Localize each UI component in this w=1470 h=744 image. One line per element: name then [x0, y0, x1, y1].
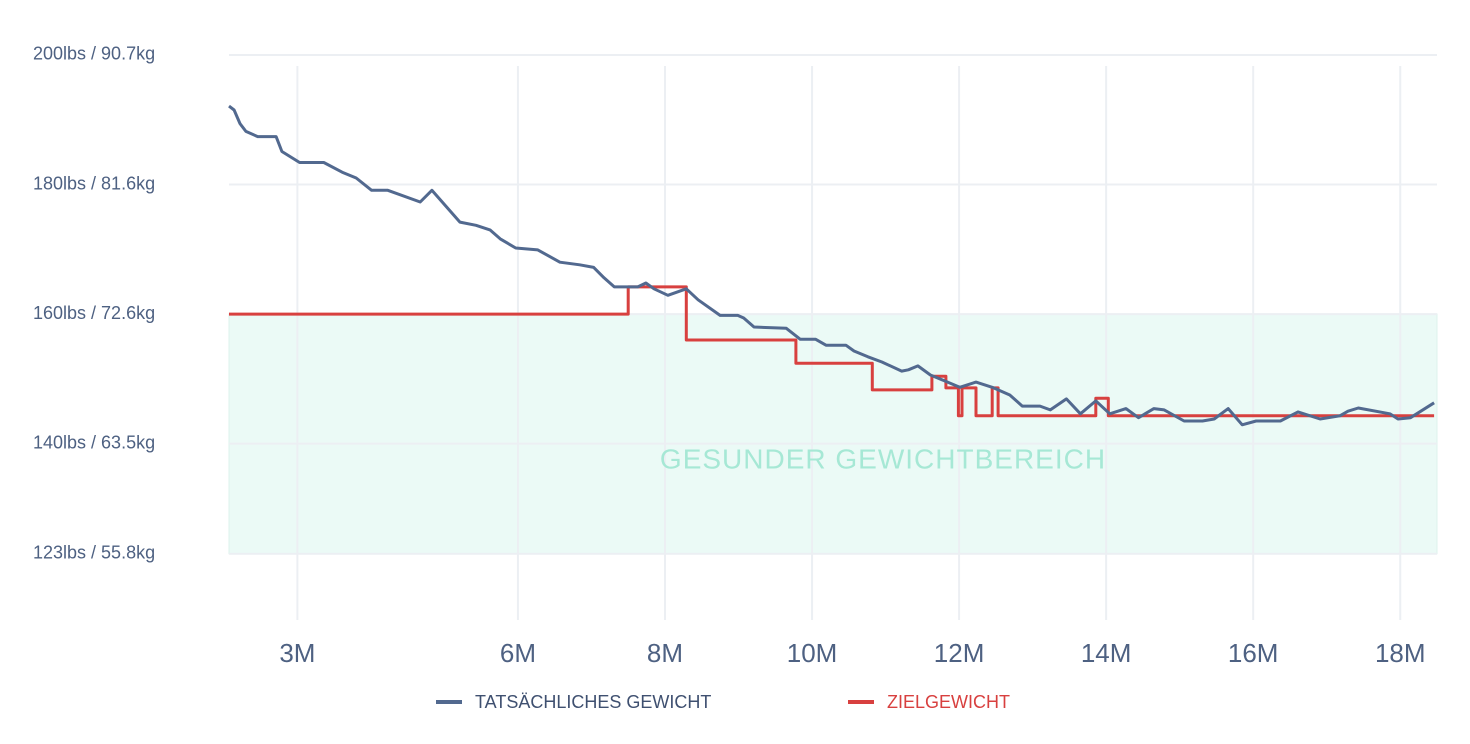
y-tick-label: 160lbs / 72.6kg: [33, 303, 155, 323]
band-label: GESUNDER GEWICHTBEREICH: [660, 443, 1106, 474]
x-tick-label: 18M: [1375, 638, 1426, 668]
x-tick-label: 12M: [934, 638, 985, 668]
series-line: [228, 104, 1435, 427]
y-tick-label: 200lbs / 90.7kg: [33, 44, 155, 64]
x-tick-label: 3M: [279, 638, 315, 668]
y-tick-label: 123lbs / 55.8kg: [33, 542, 155, 562]
x-tick-label: 14M: [1081, 638, 1132, 668]
healthy-band: [228, 313, 1438, 555]
legend-label: TATSÄCHLICHES GEWICHT: [475, 692, 711, 712]
x-tick-label: 10M: [787, 638, 838, 668]
y-tick-label: 140lbs / 63.5kg: [33, 432, 155, 452]
legend-label: ZIELGEWICHT: [887, 692, 1010, 712]
y-tick-label: 180lbs / 81.6kg: [33, 173, 155, 193]
x-tick-label: 16M: [1228, 638, 1279, 668]
x-tick-label: 6M: [500, 638, 536, 668]
series-line: [229, 285, 1435, 418]
x-tick-label: 8M: [647, 638, 683, 668]
